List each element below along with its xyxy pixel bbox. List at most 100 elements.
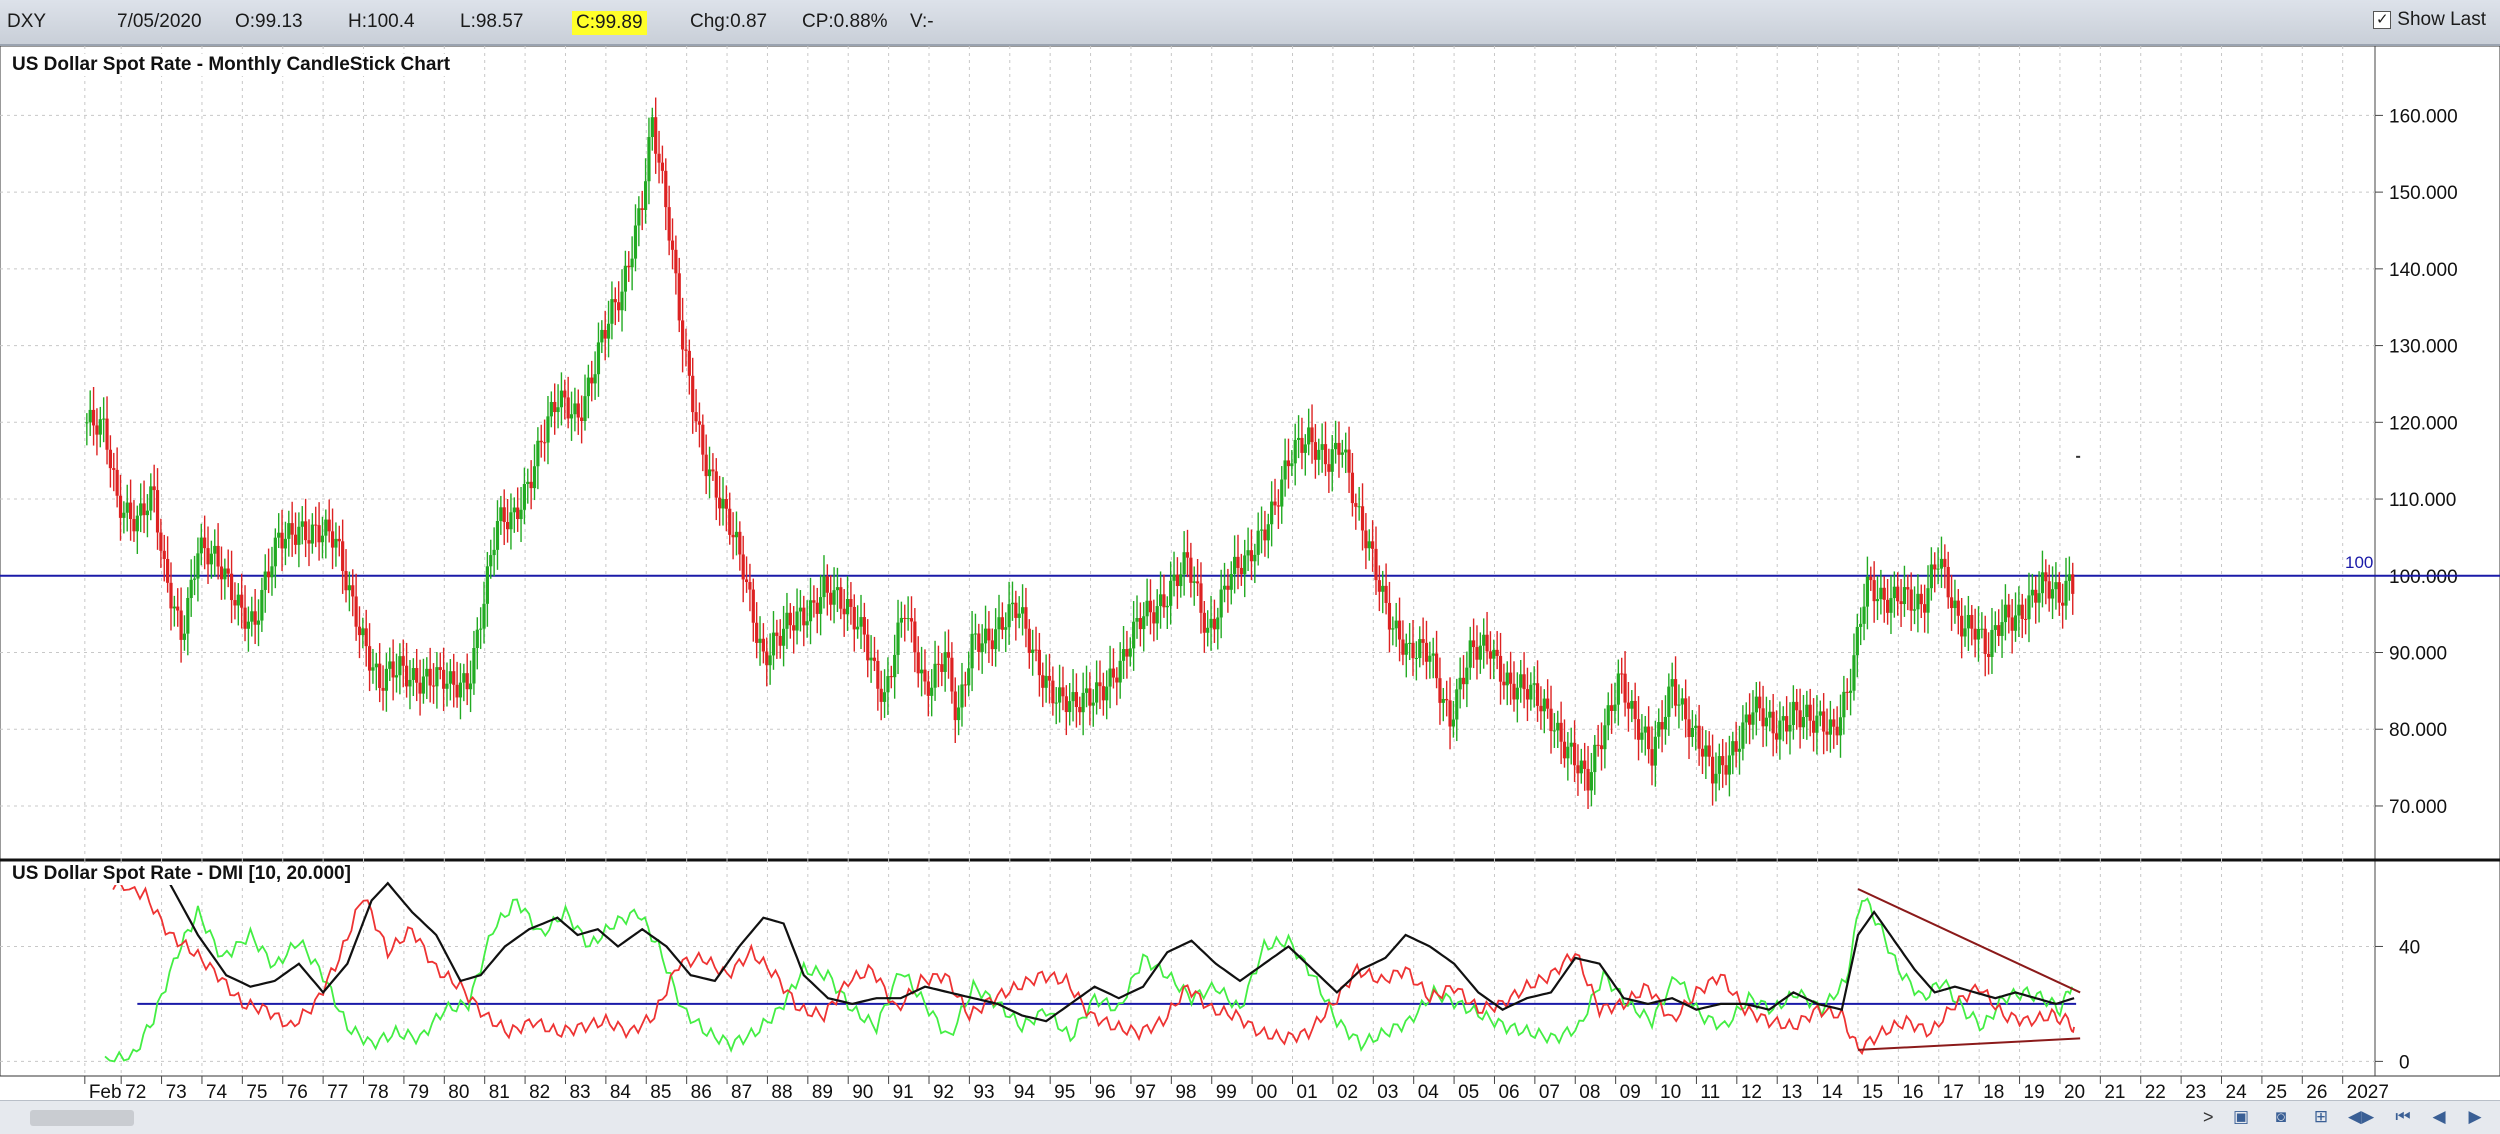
- chart-settings-icon[interactable]: ▣: [2232, 1107, 2250, 1126]
- zoom-icon[interactable]: ◙: [2275, 1107, 2287, 1126]
- candle-body: [967, 668, 971, 686]
- candle-body: [505, 522, 510, 530]
- candle-body: [357, 626, 362, 636]
- candle-body: [1270, 501, 1274, 525]
- candle-body: [1330, 449, 1334, 472]
- candle-body: [1663, 716, 1668, 730]
- chart-area[interactable]: Feb 72 73 74 75 76 77 78 79 80 81 82 83 84 85 86 87 88 89 9…: [0, 46, 2500, 1124]
- candle-body: [1286, 460, 1291, 467]
- candle-body: [1397, 620, 1402, 640]
- candle-body: [1768, 711, 1772, 718]
- candle-body: [1929, 564, 1933, 589]
- show-last-checkbox[interactable]: ✓: [2373, 11, 2392, 29]
- candle-body: [1653, 736, 1657, 766]
- candle-body: [115, 469, 119, 496]
- candle-body: [1751, 712, 1755, 725]
- candle-body: [906, 618, 910, 620]
- candle-body: [1882, 587, 1886, 600]
- candle-body: [2054, 582, 2058, 590]
- candle-body: [1630, 700, 1634, 709]
- candle-body: [1852, 655, 1856, 691]
- candle-body: [1182, 552, 1186, 575]
- candle-body: [963, 684, 967, 686]
- y-tick-label: 150.000: [2389, 183, 2458, 204]
- candle-body: [1902, 587, 1907, 605]
- x-tick-label: 2027: [2347, 1082, 2389, 1100]
- y-tick-label: 70.000: [2389, 797, 2447, 818]
- candle-body: [970, 633, 974, 669]
- candle-body: [1980, 628, 1984, 630]
- candle-body: [273, 537, 277, 567]
- candle-body: [1700, 748, 1705, 757]
- candle-body: [980, 643, 984, 652]
- data-icon[interactable]: ⊞: [2313, 1107, 2329, 1126]
- x-tick-label: 14: [1822, 1082, 1844, 1100]
- candle-body: [697, 421, 702, 425]
- candle-body: [983, 628, 988, 644]
- candle-body: [135, 515, 139, 532]
- x-tick-label: 81: [489, 1082, 510, 1100]
- candle-body: [1175, 574, 1180, 587]
- candle-body: [1953, 600, 1957, 609]
- pan-icon[interactable]: ◀▶: [2348, 1107, 2375, 1126]
- candle-body: [1492, 649, 1496, 659]
- candle-body: [815, 602, 819, 614]
- candle-body: [670, 240, 675, 250]
- candle-body: [1367, 541, 1371, 549]
- candle-body: [367, 646, 372, 671]
- candle-body: [475, 629, 479, 649]
- candle-body: [1317, 449, 1321, 460]
- candle-body: [108, 449, 113, 469]
- candle-body: [91, 409, 96, 426]
- candle-body: [657, 153, 661, 163]
- candle-body: [640, 208, 644, 210]
- x-tick-label: 78: [368, 1082, 389, 1100]
- candle-body: [462, 673, 466, 683]
- candle-body: [1960, 615, 1964, 637]
- candle-body: [1859, 623, 1863, 627]
- candle-body: [118, 495, 123, 518]
- candle-body: [1795, 701, 1799, 711]
- candle-body: [738, 531, 742, 555]
- x-tick-label: 11: [1700, 1082, 1720, 1100]
- candle-body: [256, 620, 261, 625]
- scrollbar-thumb[interactable]: [30, 1110, 134, 1126]
- first-icon[interactable]: ⏮: [2395, 1107, 2411, 1126]
- candle-body: [452, 671, 456, 685]
- next-icon[interactable]: ▶: [2468, 1107, 2482, 1126]
- candle-body: [277, 532, 281, 538]
- candle-body: [943, 652, 947, 672]
- dmi-panel-title: US Dollar Spot Rate - DMI [10, 20.000]: [10, 863, 353, 885]
- candle-body: [1276, 505, 1280, 507]
- candle-body: [1525, 689, 1530, 700]
- show-last-toggle[interactable]: ✓ Show Last: [2373, 9, 2486, 31]
- chart-canvas[interactable]: Feb 72 73 74 75 76 77 78 79 80 81 82 83 84 85 86 87 88 89 9…: [0, 46, 2500, 1100]
- candle-body: [1963, 628, 1967, 637]
- candle-body: [1024, 607, 1028, 629]
- candle-body: [923, 669, 927, 682]
- candle-body: [2027, 595, 2031, 620]
- candle-body: [1108, 668, 1112, 687]
- candle-body: [1098, 682, 1102, 687]
- candle-body: [1350, 472, 1355, 504]
- candle-body: [1125, 649, 1129, 657]
- scroll-right-arrow[interactable]: >: [2203, 1107, 2214, 1127]
- candle-body: [569, 414, 574, 419]
- candle-body: [1872, 580, 1876, 602]
- candle-body: [472, 648, 476, 684]
- candle-body: [1512, 683, 1516, 700]
- candle-body: [1562, 741, 1567, 759]
- candle-body: [489, 555, 493, 567]
- candle-body: [522, 484, 527, 510]
- candle-body: [849, 599, 853, 607]
- candle-body: [226, 568, 230, 574]
- candle-body: [172, 606, 176, 609]
- candle-body: [802, 607, 806, 626]
- candle-body: [1364, 530, 1368, 549]
- candle-body: [1788, 725, 1792, 732]
- candle-body: [1539, 705, 1543, 712]
- previous-icon[interactable]: ◀: [2432, 1107, 2446, 1126]
- candle-body: [1017, 613, 1021, 618]
- candle-body: [371, 667, 375, 671]
- candle-body: [576, 403, 580, 418]
